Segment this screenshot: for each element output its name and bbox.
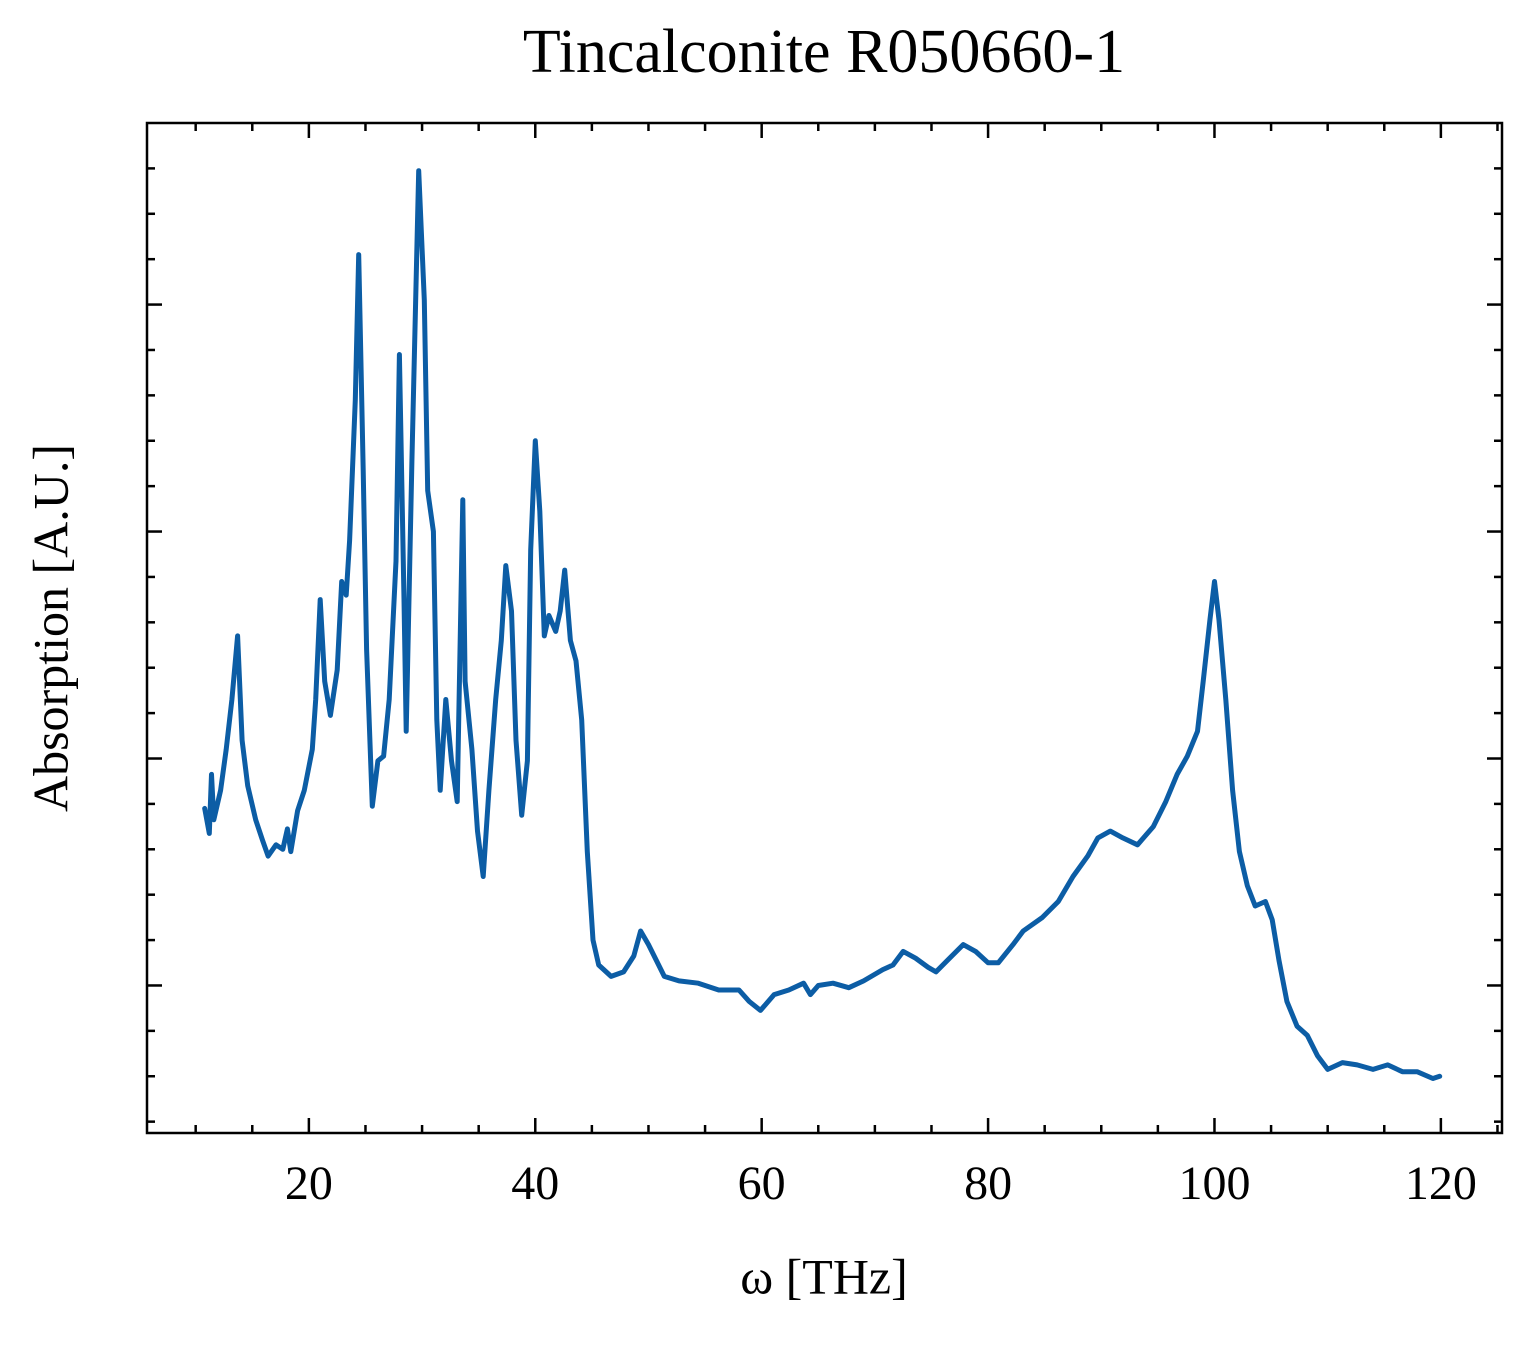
x-tick-label: 60 xyxy=(738,1157,786,1210)
chart-title: Tincalconite R050660-1 xyxy=(523,18,1125,86)
y-axis-label: Absorption [A.U.] xyxy=(22,444,78,812)
x-tick-label: 100 xyxy=(1178,1157,1250,1210)
plot-frame xyxy=(145,121,1504,1135)
data-line xyxy=(202,168,1443,1081)
x-axis-label: ω [THz] xyxy=(740,1248,908,1304)
x-tick-label: 20 xyxy=(285,1157,333,1210)
x-tick-label: 40 xyxy=(511,1157,559,1210)
x-tick-label: 120 xyxy=(1405,1157,1477,1210)
x-tick-label: 80 xyxy=(964,1157,1012,1210)
